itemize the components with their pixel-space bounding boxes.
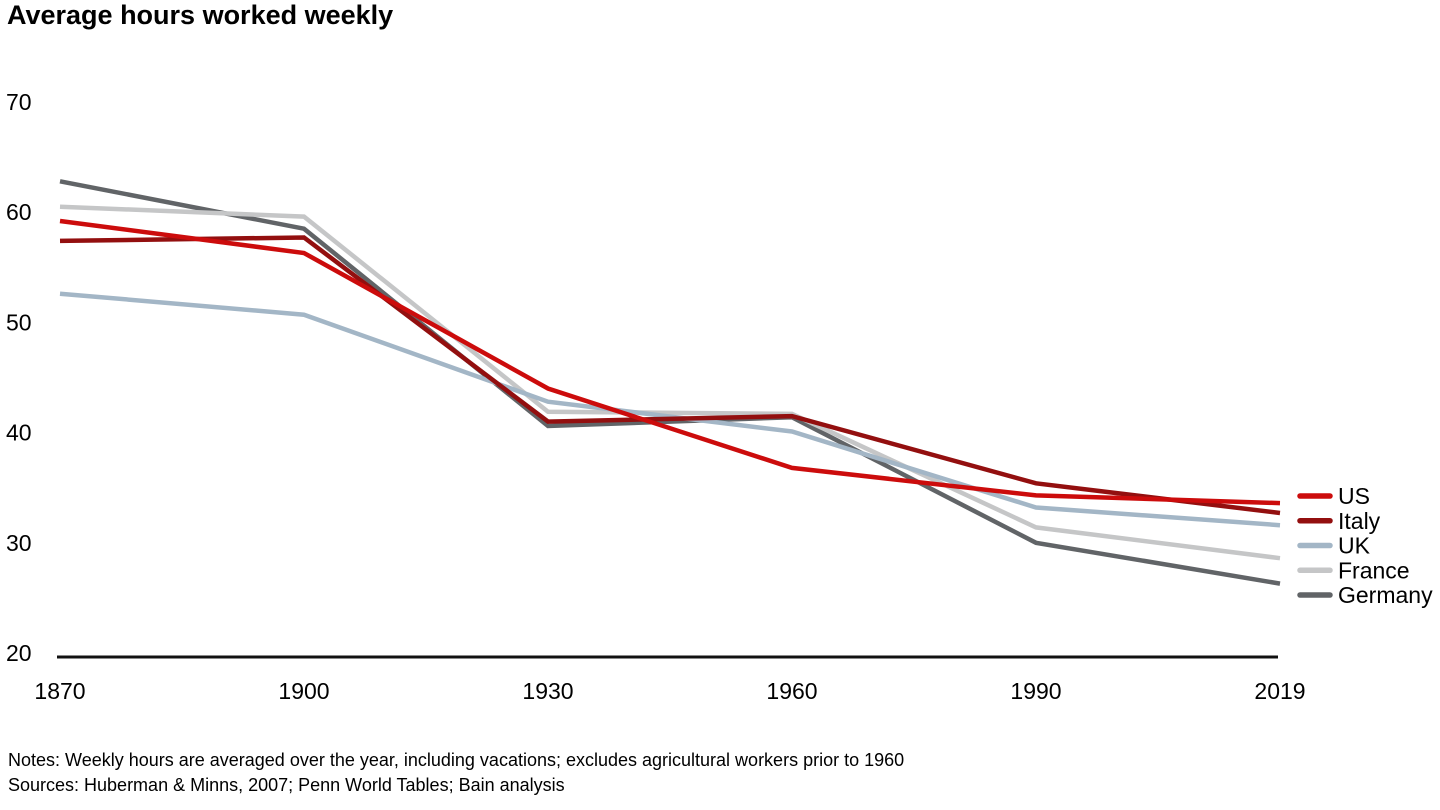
x-tick-label: 1990 — [1010, 678, 1061, 704]
x-tick-label: 1960 — [766, 678, 817, 704]
chart-sources: Sources: Huberman & Minns, 2007; Penn Wo… — [8, 775, 565, 795]
y-tick-label: 40 — [6, 420, 32, 446]
y-tick-label: 50 — [6, 309, 32, 335]
y-tick-label: 60 — [6, 199, 32, 225]
legend-label-uk: UK — [1338, 533, 1371, 559]
series-line-italy — [59, 235, 1281, 516]
y-tick-label: 30 — [6, 530, 32, 556]
x-tick-label: 2019 — [1254, 678, 1305, 704]
chart-title: Average hours worked weekly — [7, 0, 394, 30]
chart-notes: Notes: Weekly hours are averaged over th… — [8, 750, 905, 770]
x-tick-label: 1930 — [522, 678, 573, 704]
series-line-us — [59, 218, 1281, 506]
y-tick-label: 70 — [6, 89, 32, 115]
y-tick-label: 20 — [6, 640, 32, 666]
series-line-germany — [59, 179, 1281, 586]
x-tick-label: 1900 — [278, 678, 329, 704]
legend-label-us: US — [1338, 483, 1370, 509]
legend-label-germany: Germany — [1338, 582, 1433, 608]
footnotes: Notes: Weekly hours are averaged over th… — [8, 748, 904, 798]
series-line-france — [59, 204, 1281, 561]
x-tick-label: 1870 — [34, 678, 85, 704]
legend-label-italy: Italy — [1338, 508, 1381, 534]
legend-label-france: France — [1338, 557, 1410, 583]
